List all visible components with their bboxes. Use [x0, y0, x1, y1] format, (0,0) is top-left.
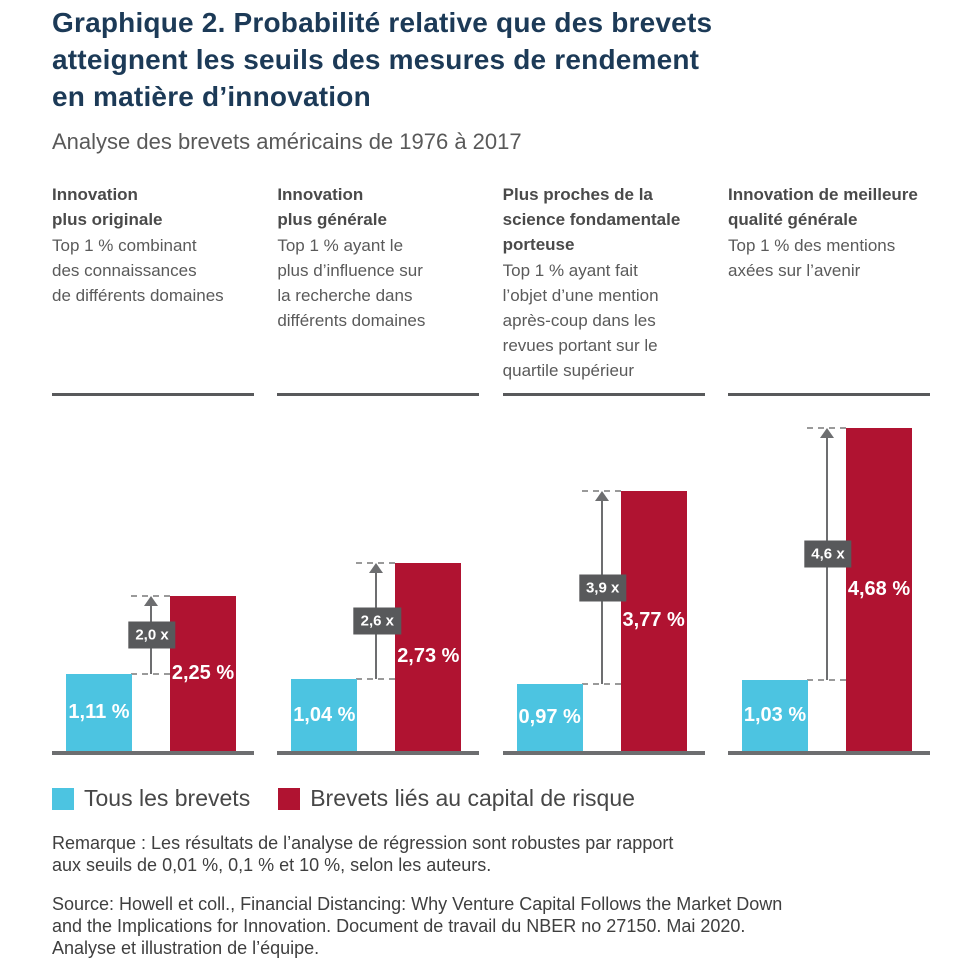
- dashed-level-line: [131, 673, 170, 676]
- multiplier-badge: 4,6 x: [804, 540, 852, 568]
- all-patents-bar: 0,97 %: [516, 684, 583, 751]
- bar-value-label: 4,68 %: [847, 578, 911, 601]
- column-heading: Plus proches de la science fondamentale …: [502, 185, 681, 254]
- arrow-up-icon: [594, 490, 609, 501]
- legend-item-all-patents: Tous les brevets: [52, 785, 250, 812]
- source-note: Source: Howell et coll., Financial Dista…: [52, 894, 783, 958]
- legend-item-vc-patents: Brevets liés au capital de risque: [278, 785, 635, 812]
- x-axis-baseline: [52, 751, 254, 755]
- dashed-level-line: [581, 683, 621, 686]
- legend-label: Brevets liés au capital de risque: [310, 785, 635, 811]
- bar-group: 3,9 x 0,97 % 3,77 %: [503, 396, 705, 751]
- column-divider: [502, 393, 705, 396]
- figure-subtitle: Analyse des brevets américains de 1976 à…: [52, 129, 522, 154]
- bar-value-label: 0,97 %: [518, 706, 581, 729]
- multiplier-value: 4,6 x: [811, 545, 845, 563]
- column-header: Plus proches de la science fondamentale …: [503, 182, 705, 393]
- bar-value-label: 2,25 %: [171, 661, 235, 684]
- all-patents-bar: 1,03 %: [741, 679, 808, 751]
- remark-note: Remarque : Les résultats de l’analyse de…: [52, 833, 674, 875]
- column-description: Top 1 % combinant des connaissances de d…: [52, 236, 224, 305]
- all-patents-bar: 1,11 %: [66, 674, 132, 751]
- measure-column-originality: Innovation plus originale Top 1 % combin…: [52, 182, 254, 755]
- column-divider: [277, 393, 480, 396]
- multiplier-value: 2,6 x: [360, 612, 395, 630]
- x-axis-baseline: [277, 751, 480, 755]
- figure-title: Graphique 2. Probabilité relative que de…: [52, 7, 713, 112]
- arrow-up-icon: [144, 595, 158, 606]
- column-description: Top 1 % ayant le plus d’influence sur la…: [277, 236, 426, 330]
- dashed-level-line: [356, 678, 396, 681]
- bar-value-label: 1,11 %: [68, 701, 130, 724]
- multiplier-badge: 3,9 x: [578, 574, 627, 601]
- bar-value-label: 1,04 %: [293, 703, 356, 726]
- legend-swatch-vc-patents-icon: [278, 787, 301, 810]
- x-axis-baseline: [502, 751, 705, 755]
- bar-value-label: 2,73 %: [397, 645, 460, 668]
- multiplier-value: 2,0 x: [135, 626, 169, 644]
- x-axis-baseline: [727, 751, 930, 755]
- column-heading: Innovation de meilleure qualité générale: [727, 185, 918, 229]
- vc-patents-bar: 2,25 %: [170, 595, 236, 751]
- arrow-up-icon: [369, 562, 384, 573]
- bar-value-label: 1,03 %: [743, 703, 807, 726]
- measure-column-generality: Innovation plus générale Top 1 % ayant l…: [277, 182, 480, 755]
- legend-swatch-all-patents-icon: [52, 787, 74, 810]
- vc-patents-bar: 4,68 %: [845, 428, 912, 751]
- multiplier-value: 3,9 x: [585, 579, 620, 596]
- column-header: Innovation plus générale Top 1 % ayant l…: [277, 182, 479, 393]
- bar-group: 2,6 x 1,04 % 2,73 %: [277, 396, 479, 751]
- measure-column-overall-quality: Innovation de meilleure qualité générale…: [727, 182, 930, 755]
- multiplier-badge: 2,0 x: [128, 621, 176, 649]
- vc-patents-bar: 3,77 %: [620, 490, 687, 751]
- column-header: Innovation plus originale Top 1 % combin…: [52, 182, 254, 393]
- vc-patents-bar: 2,73 %: [395, 562, 462, 751]
- measure-column-basic-science: Plus proches de la science fondamentale …: [502, 182, 705, 755]
- all-patents-bar: 1,04 %: [291, 679, 358, 751]
- column-header: Innovation de meilleure qualité générale…: [728, 182, 930, 393]
- column-description: Top 1 % des mentions axées sur l’avenir: [727, 236, 896, 280]
- column-heading: Innovation plus générale: [277, 185, 387, 229]
- dashed-level-line: [806, 678, 846, 681]
- column-description: Top 1 % ayant fait l’objet d’une mention…: [502, 261, 659, 380]
- bar-value-label: 3,77 %: [622, 609, 685, 632]
- column-divider: [52, 393, 254, 396]
- bar-group: 4,6 x 1,03 % 4,68 %: [728, 396, 930, 751]
- column-heading: Innovation plus originale: [52, 185, 163, 229]
- arrow-up-icon: [819, 428, 834, 439]
- column-divider: [727, 393, 930, 396]
- legend-label: Tous les brevets: [84, 785, 251, 811]
- chart-columns: Innovation plus originale Top 1 % combin…: [52, 182, 930, 755]
- multiplier-badge: 2,6 x: [353, 607, 402, 635]
- bar-group: 2,0 x 1,11 % 2,25 %: [52, 396, 254, 751]
- legend: Tous les brevets Brevets liés au capital…: [52, 785, 930, 812]
